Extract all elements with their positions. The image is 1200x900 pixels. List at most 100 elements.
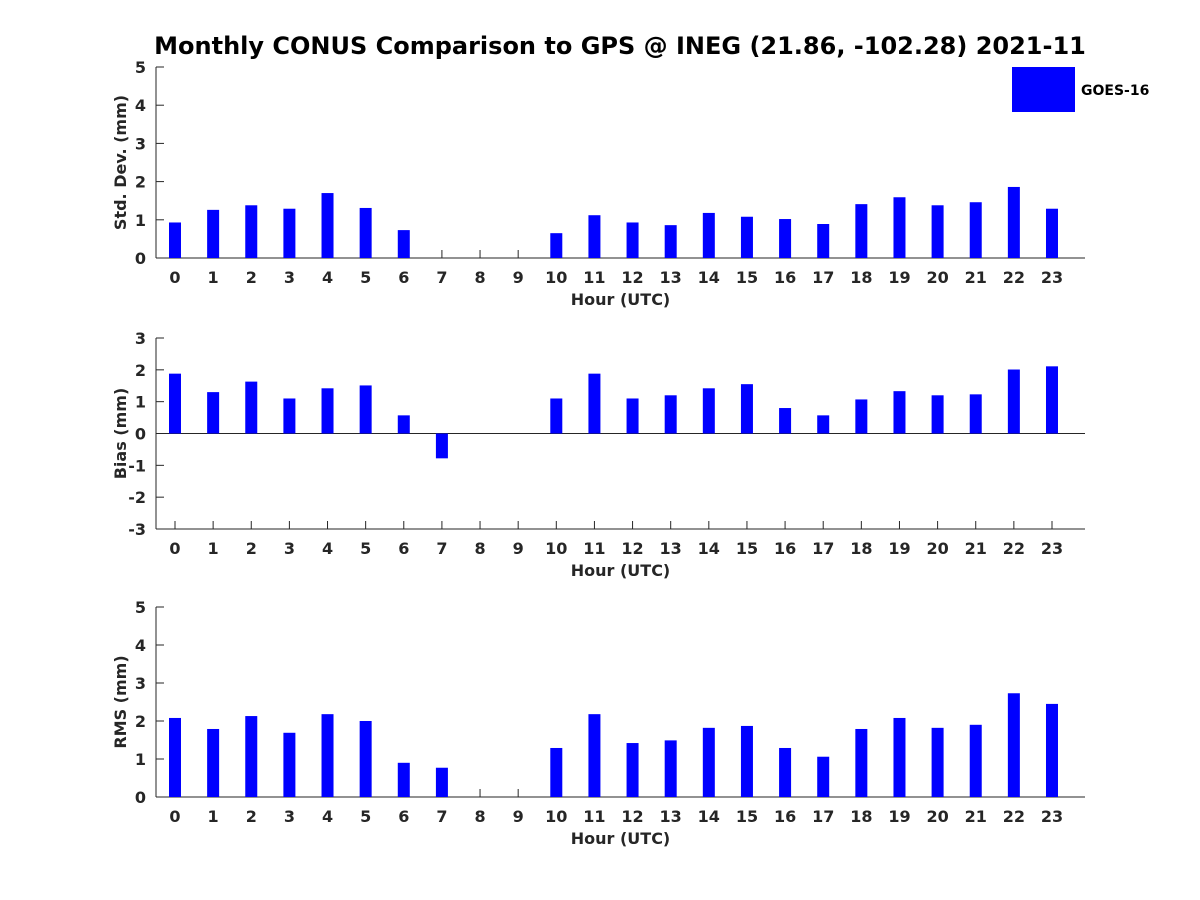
bar-hour-14 [702, 212, 715, 258]
x-tick-label: 10 [545, 539, 567, 558]
bar-hour-4 [321, 193, 334, 258]
bar-hour-11 [588, 373, 601, 434]
bar-hour-1 [207, 728, 220, 797]
x-tick-label: 7 [436, 539, 447, 558]
x-tick-label: 8 [474, 539, 485, 558]
bar-hour-6 [397, 762, 410, 797]
y-tick-label: 4 [135, 96, 146, 115]
x-tick-label: 13 [660, 539, 682, 558]
x-tick-label: 0 [169, 268, 180, 287]
bar-hour-21 [969, 202, 982, 258]
x-tick-label: 18 [850, 807, 872, 826]
x-tick-label: 8 [474, 268, 485, 287]
bar-hour-17 [817, 756, 830, 797]
bar-hour-22 [1007, 693, 1020, 797]
y-tick-label: 0 [135, 788, 146, 807]
bar-hour-21 [969, 394, 982, 434]
x-tick-label: 20 [926, 807, 948, 826]
y-tick-label: 2 [135, 712, 146, 731]
x-tick-label: 5 [360, 539, 371, 558]
x-tick-label: 21 [965, 268, 987, 287]
x-tick-label: 6 [398, 539, 409, 558]
x-tick-label: 20 [926, 268, 948, 287]
bar-hour-3 [283, 732, 296, 797]
x-tick-label: 11 [583, 268, 605, 287]
bar-hour-20 [931, 205, 944, 258]
x-tick-label: 16 [774, 539, 796, 558]
x-tick-label: 9 [513, 807, 524, 826]
x-tick-label: 11 [583, 539, 605, 558]
x-tick-label: 19 [888, 539, 910, 558]
bar-hour-7 [435, 433, 448, 459]
bar-hour-10 [550, 233, 563, 258]
x-tick-label: 22 [1003, 539, 1025, 558]
bar-hour-15 [740, 384, 753, 434]
x-tick-label: 19 [888, 268, 910, 287]
x-tick-label: 10 [545, 268, 567, 287]
y-tick-label: 1 [135, 211, 146, 230]
x-tick-label: 17 [812, 268, 834, 287]
y-tick-label: 3 [135, 329, 146, 348]
y-tick-label: 0 [135, 425, 146, 444]
x-tick-label: 0 [169, 539, 180, 558]
bar-hour-6 [397, 415, 410, 434]
bar-hour-14 [702, 388, 715, 434]
x-tick-label: 13 [660, 807, 682, 826]
bar-hour-12 [626, 222, 639, 258]
bar-hour-19 [893, 717, 906, 797]
x-tick-label: 4 [322, 539, 333, 558]
bar-hour-17 [817, 224, 830, 258]
bar-hour-1 [207, 392, 220, 434]
x-tick-label: 1 [208, 268, 219, 287]
y-tick-label: -1 [128, 456, 146, 475]
bar-hour-11 [588, 215, 601, 258]
y-tick-label: 1 [135, 393, 146, 412]
x-tick-label: 5 [360, 807, 371, 826]
x-tick-label: 15 [736, 268, 758, 287]
bar-hour-18 [855, 399, 868, 434]
x-tick-label: 7 [436, 268, 447, 287]
x-axis-label: Hour (UTC) [571, 829, 671, 848]
x-tick-label: 3 [284, 539, 295, 558]
legend: GOES-16 [1012, 67, 1149, 112]
y-tick-label: 5 [135, 598, 146, 617]
x-tick-label: 2 [246, 539, 257, 558]
x-tick-label: 23 [1041, 807, 1063, 826]
y-tick-label: -3 [128, 520, 146, 539]
bar-hour-18 [855, 204, 868, 258]
x-tick-label: 14 [698, 807, 720, 826]
x-tick-label: 17 [812, 539, 834, 558]
y-tick-label: 3 [135, 674, 146, 693]
bar-hour-12 [626, 398, 639, 434]
bar-hour-19 [893, 197, 906, 258]
bar-hour-16 [779, 219, 792, 258]
bar-hour-14 [702, 727, 715, 797]
x-tick-label: 15 [736, 807, 758, 826]
x-tick-label: 4 [322, 268, 333, 287]
bar-hour-5 [359, 721, 372, 797]
bar-hour-1 [207, 209, 220, 258]
bar-hour-20 [931, 727, 944, 797]
x-tick-label: 21 [965, 539, 987, 558]
bar-hour-2 [245, 381, 258, 434]
bar-hour-15 [740, 725, 753, 797]
x-tick-label: 6 [398, 268, 409, 287]
x-tick-label: 13 [660, 268, 682, 287]
bar-hour-20 [931, 395, 944, 434]
x-tick-label: 1 [208, 539, 219, 558]
y-tick-label: 4 [135, 636, 146, 655]
x-tick-label: 7 [436, 807, 447, 826]
y-axis-label: Std. Dev. (mm) [111, 95, 130, 230]
x-tick-label: 15 [736, 539, 758, 558]
bar-hour-3 [283, 208, 296, 258]
bar-hour-4 [321, 714, 334, 797]
legend-swatch [1012, 67, 1075, 112]
x-tick-label: 9 [513, 539, 524, 558]
x-tick-label: 23 [1041, 268, 1063, 287]
x-tick-label: 2 [246, 807, 257, 826]
x-tick-label: 0 [169, 807, 180, 826]
bar-hour-13 [664, 740, 677, 797]
x-tick-label: 18 [850, 268, 872, 287]
bar-hour-7 [435, 767, 448, 797]
